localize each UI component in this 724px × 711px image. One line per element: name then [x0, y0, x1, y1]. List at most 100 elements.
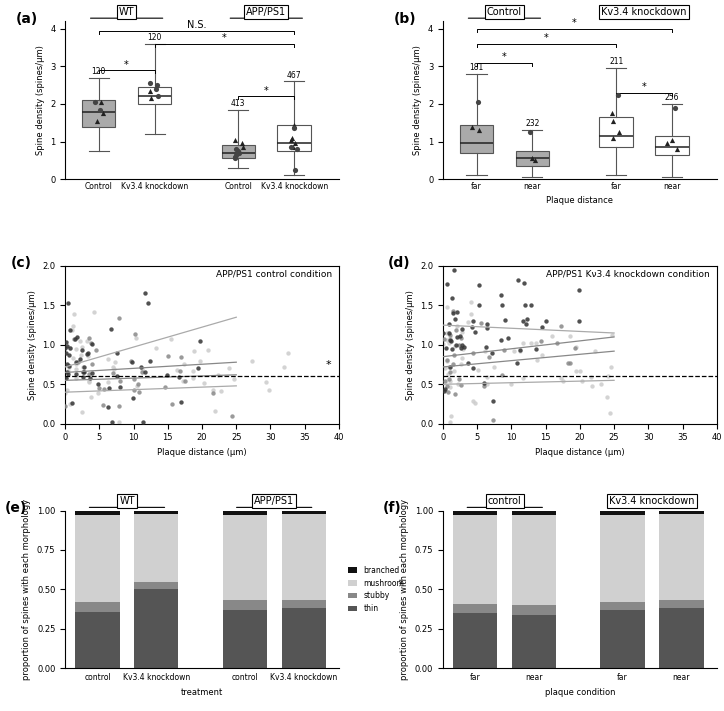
- Point: [444, 367, 455, 378]
- Bar: [222, 145, 255, 159]
- Point: [613, 89, 624, 100]
- Point: [236, 138, 248, 149]
- Point: [473, 299, 485, 311]
- Point: [450, 324, 461, 336]
- Point: [449, 314, 460, 325]
- Point: [75, 350, 87, 361]
- Point: [446, 292, 458, 304]
- Point: [536, 349, 547, 360]
- Point: [520, 319, 531, 330]
- Point: [246, 355, 258, 366]
- Point: [153, 91, 164, 102]
- Point: [128, 373, 140, 385]
- Point: [136, 363, 148, 375]
- Point: [487, 414, 499, 425]
- Point: [500, 314, 511, 326]
- Point: [445, 375, 456, 386]
- Point: [90, 344, 102, 356]
- Point: [541, 315, 552, 326]
- Point: [139, 287, 151, 299]
- Point: [63, 365, 75, 377]
- Point: [476, 317, 487, 328]
- Point: [462, 316, 473, 328]
- Point: [71, 331, 83, 343]
- Point: [103, 383, 114, 394]
- Point: [456, 324, 468, 335]
- Text: *: *: [572, 18, 576, 28]
- Point: [454, 331, 466, 342]
- Point: [210, 405, 222, 417]
- Point: [437, 338, 449, 350]
- Point: [442, 335, 453, 346]
- Point: [531, 337, 542, 348]
- Point: [437, 327, 449, 338]
- Point: [481, 371, 492, 383]
- Point: [469, 397, 481, 409]
- Point: [97, 400, 109, 411]
- Bar: [515, 151, 549, 166]
- Point: [442, 327, 454, 338]
- Point: [438, 333, 450, 345]
- Point: [83, 377, 95, 388]
- Bar: [600, 602, 644, 610]
- Bar: [282, 601, 326, 609]
- Point: [575, 365, 586, 376]
- Text: *: *: [326, 360, 332, 370]
- Point: [602, 391, 613, 402]
- Point: [173, 372, 185, 383]
- Point: [98, 384, 109, 395]
- Point: [59, 387, 71, 399]
- Point: [230, 144, 242, 155]
- Point: [81, 348, 93, 359]
- Point: [60, 372, 72, 383]
- Point: [514, 344, 526, 356]
- Point: [585, 371, 597, 383]
- Bar: [138, 87, 172, 104]
- Point: [458, 342, 470, 353]
- Point: [111, 348, 122, 359]
- Point: [536, 321, 548, 333]
- Point: [443, 337, 455, 348]
- Point: [442, 327, 453, 338]
- X-axis label: treatment: treatment: [181, 688, 223, 697]
- Point: [441, 380, 452, 392]
- Point: [171, 365, 182, 376]
- Y-axis label: Spine density (spines/μm): Spine density (spines/μm): [405, 290, 415, 400]
- Point: [187, 365, 198, 377]
- Point: [517, 337, 529, 348]
- Point: [445, 335, 456, 346]
- Point: [563, 357, 574, 368]
- Bar: [75, 515, 119, 602]
- Point: [230, 134, 241, 145]
- Y-axis label: Spine density (spines/μm): Spine density (spines/μm): [28, 290, 37, 400]
- Point: [144, 85, 156, 97]
- Point: [229, 373, 240, 384]
- Point: [161, 370, 173, 381]
- Text: APP/PS1 control condition: APP/PS1 control condition: [216, 269, 332, 278]
- Point: [208, 385, 219, 396]
- Point: [132, 378, 144, 390]
- Point: [61, 341, 72, 352]
- Point: [237, 141, 249, 153]
- Point: [103, 376, 114, 387]
- Point: [109, 356, 121, 368]
- Point: [452, 332, 463, 343]
- Point: [287, 132, 298, 144]
- Point: [144, 356, 156, 367]
- Point: [92, 378, 104, 390]
- Point: [440, 343, 452, 354]
- Point: [479, 380, 490, 392]
- Point: [69, 333, 80, 345]
- Point: [108, 368, 119, 379]
- Y-axis label: proportion of spines with each morphology: proportion of spines with each morpholog…: [400, 499, 409, 680]
- Point: [90, 97, 101, 108]
- Point: [231, 149, 243, 161]
- Point: [76, 341, 88, 353]
- Point: [62, 297, 74, 309]
- Bar: [460, 124, 493, 153]
- Point: [437, 327, 449, 338]
- Bar: [600, 510, 644, 515]
- Text: (c): (c): [10, 257, 31, 270]
- X-axis label: plaque condition: plaque condition: [544, 688, 615, 697]
- Point: [670, 102, 681, 114]
